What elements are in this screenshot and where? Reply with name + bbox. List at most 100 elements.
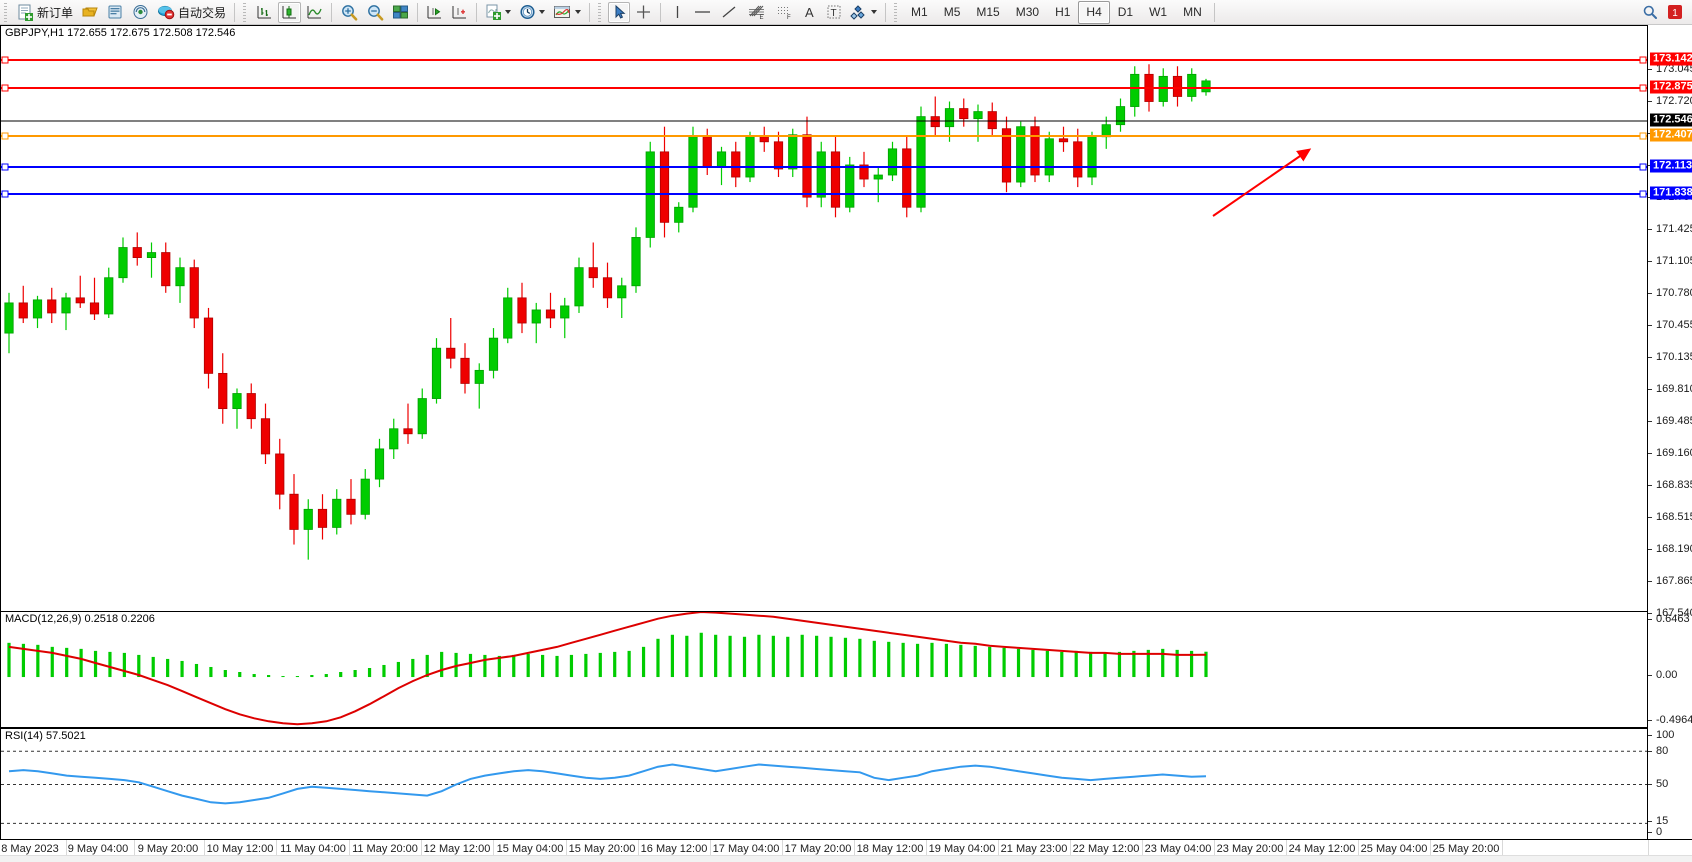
candle (545, 292, 556, 329)
price-scale-column[interactable]: 173.045172.720172.395172.070171.750171.4… (1648, 25, 1692, 839)
price-badge-pivot-line[interactable]: 172.407 (1650, 128, 1692, 142)
objects-button[interactable] (847, 2, 880, 23)
price-pane[interactable]: GBPJPY,H1 172.655 172.675 172.508 172.54… (0, 25, 1648, 611)
candle (289, 474, 299, 545)
line-chart-button[interactable] (303, 2, 326, 23)
trendline-button[interactable] (717, 2, 741, 23)
timeframe-h1[interactable]: H1 (1055, 5, 1071, 19)
candle (104, 267, 114, 318)
line-chart-icon (307, 6, 322, 19)
timeframe-m5[interactable]: M5 (943, 5, 961, 19)
chevron-down-icon[interactable] (871, 10, 878, 14)
time-label-divider (998, 840, 999, 862)
chevron-down-icon[interactable] (575, 10, 582, 14)
toolbar-separator-5 (589, 2, 591, 22)
cursor-button[interactable] (608, 1, 631, 23)
chart-shift-button[interactable] (448, 2, 471, 23)
notifications-button[interactable]: 1 (1664, 2, 1686, 23)
rsi-tick: 50 (1648, 778, 1668, 790)
auto-trading-button[interactable]: 自动交易 (154, 2, 229, 23)
price-badge-resistance-line-2[interactable]: 172.875 (1650, 80, 1692, 94)
candle (218, 353, 228, 424)
timeframe-d1[interactable]: D1 (1117, 5, 1134, 19)
timeframe-h4[interactable]: H4 (1078, 0, 1110, 24)
time-label: 25 May 04:00 (1360, 843, 1428, 855)
zoom-out-button[interactable] (363, 2, 387, 23)
time-label: 23 May 20:00 (1216, 843, 1284, 855)
macd-tick: -0.4964 (1648, 714, 1692, 726)
zoom-out-icon (368, 4, 384, 21)
timeframe-m30[interactable]: M30 (1015, 5, 1040, 19)
price-tick: 168.515 (1648, 511, 1692, 523)
candle (574, 257, 584, 313)
svg-text:T: T (831, 8, 837, 19)
level-handle (1, 132, 9, 140)
chevron-down-icon[interactable] (539, 10, 546, 14)
timeframe-m1[interactable]: M1 (911, 5, 928, 19)
time-label: 19 May 04:00 (928, 843, 996, 855)
fibonacci-button[interactable]: E (743, 2, 769, 23)
candle (588, 242, 598, 288)
price-tick: 169.160 (1648, 447, 1692, 459)
price-badge-support-line-1[interactable]: 172.113 (1650, 159, 1692, 173)
time-label: 11 May 20:00 (352, 843, 418, 855)
toolbar-grip[interactable] (3, 2, 10, 22)
auto-scroll-icon (427, 6, 442, 19)
level-handle (1639, 163, 1647, 171)
search-button[interactable] (1639, 2, 1661, 23)
time-label-divider (854, 840, 855, 862)
text-label-button[interactable]: T (823, 2, 845, 23)
templates-button[interactable] (550, 2, 584, 23)
timeframe-w1[interactable]: W1 (1149, 5, 1168, 19)
folder-icon (82, 7, 98, 17)
timeframe-mn[interactable]: MN (1183, 5, 1202, 19)
horizontal-level-lines[interactable] (1, 26, 1647, 610)
price-badge-support-line-2[interactable]: 171.838 (1650, 186, 1692, 200)
candle (873, 166, 883, 203)
candle (189, 259, 199, 329)
candle (631, 227, 641, 293)
price-badge-current-price-line[interactable]: 172.546 (1650, 113, 1692, 127)
price-tick: 167.865 (1648, 575, 1692, 587)
auto-scroll-button[interactable] (423, 2, 446, 23)
chevron-down-icon[interactable] (505, 10, 512, 14)
crosshair-button[interactable] (632, 2, 655, 23)
candle (560, 297, 570, 339)
navigator-button[interactable] (129, 2, 152, 23)
toolbar-grip-2[interactable] (242, 2, 250, 22)
tile-windows-button[interactable] (389, 2, 412, 23)
toolbar-grip-4[interactable] (893, 2, 901, 22)
candle (1016, 121, 1026, 188)
time-label: 9 May 04:00 (67, 843, 129, 855)
crosshair-icon (637, 5, 651, 19)
text-button[interactable]: A (799, 2, 821, 23)
toolbar-grip-3[interactable] (597, 2, 605, 22)
macd-tick: 0.6463 (1648, 613, 1690, 625)
price-badge-resistance-line-1[interactable]: 173.142 (1650, 52, 1692, 66)
candlestick-chart-button[interactable] (278, 1, 302, 23)
timeframe-group: M1 M5 M15 M30 H1 H4 D1 W1 MN (903, 0, 1210, 24)
candle (360, 469, 370, 520)
zoom-in-button[interactable] (337, 2, 361, 23)
bar-chart-button[interactable] (253, 2, 276, 23)
timeframe-m15[interactable]: M15 (976, 5, 1000, 19)
channel-button[interactable]: F (771, 2, 797, 23)
candle (731, 141, 741, 188)
candle (260, 403, 271, 464)
new-order-button[interactable]: 新订单 (14, 2, 76, 23)
macd-pane[interactable]: MACD(12,26,9) 0.2518 0.2206 (0, 611, 1648, 728)
period-button[interactable] (516, 2, 548, 23)
bullish-breakout-arrow[interactable] (1, 26, 1647, 610)
chart-canvas-area[interactable]: GBPJPY,H1 172.655 172.675 172.508 172.54… (0, 25, 1692, 841)
terminal-button[interactable] (104, 2, 127, 23)
indicators-button[interactable] (482, 2, 514, 23)
time-label-divider (66, 840, 67, 862)
macd-tick: 0.00 (1648, 669, 1677, 681)
price-tick: 172.720 (1648, 95, 1692, 107)
svg-text:A: A (805, 5, 814, 20)
folder-button[interactable] (78, 2, 102, 23)
rsi-pane[interactable]: RSI(14) 57.5021 (0, 728, 1648, 841)
vertical-line-button[interactable] (666, 2, 688, 23)
horizontal-line-button[interactable] (690, 2, 715, 23)
period-icon (520, 4, 535, 20)
